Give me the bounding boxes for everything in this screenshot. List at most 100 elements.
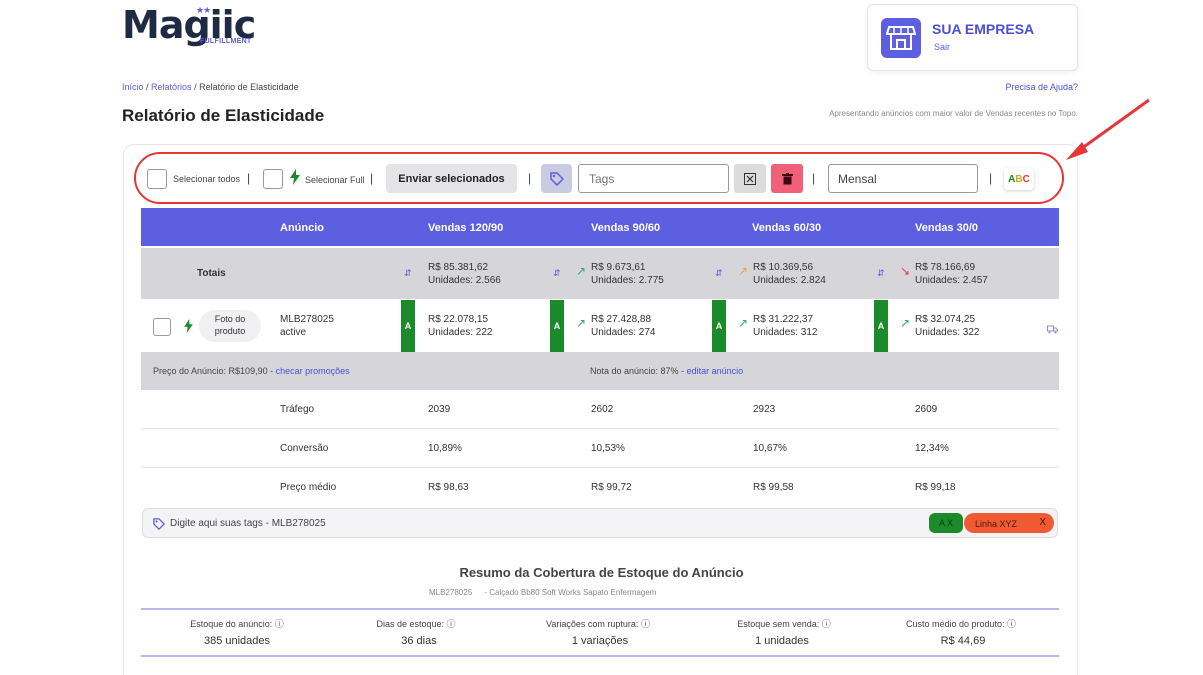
totals-units: Unidades: 2.457: [915, 275, 988, 286]
brand-name: Magiic: [122, 3, 256, 47]
send-selected-button[interactable]: Enviar selecionados: [386, 164, 517, 193]
grade-badge: A: [712, 300, 726, 352]
separator: |: [247, 171, 251, 185]
price-label: Preço do Anúncio: R$109,90 -: [153, 366, 276, 376]
product-info: MLB278025 active: [280, 313, 334, 339]
breadcrumb-sep: /: [191, 82, 200, 92]
check-promotions-link[interactable]: checar promoções: [275, 366, 350, 376]
summary-value: 36 dias: [401, 635, 437, 647]
header-anuncio[interactable]: Anúncio: [280, 222, 324, 234]
sort-icon[interactable]: ⇵: [404, 268, 412, 278]
totals-period-1: R$ 85.381,62 Unidades: 2.566: [428, 261, 501, 287]
header-vendas-60-30[interactable]: Vendas 60/30: [752, 222, 822, 234]
separator: |: [989, 171, 993, 185]
tag-chip-a[interactable]: A X: [929, 513, 963, 533]
summary-divider: [141, 655, 1059, 657]
tag-remove-button[interactable]: X: [1039, 517, 1046, 528]
totals-row: Totais ⇵ R$ 85.381,62 Unidades: 2.566 ⇵ …: [141, 248, 1059, 299]
product-period-3: R$ 31.222,37 Unidades: 312: [753, 313, 818, 339]
clear-icon[interactable]: [734, 164, 766, 193]
metric-value: R$ 98,63: [428, 482, 469, 493]
logout-link[interactable]: Sair: [934, 42, 951, 52]
totals-label: Totais: [197, 268, 226, 279]
metric-value: 2923: [753, 404, 776, 415]
metric-value: R$ 99,58: [753, 482, 794, 493]
trend-up-icon: ↗: [900, 316, 911, 330]
store-icon: [881, 18, 921, 58]
metric-value: 10,53%: [591, 443, 625, 454]
metric-row-preco-medio: Preço médio R$ 98,63 R$ 99,72 R$ 99,58 R…: [141, 468, 1059, 507]
brand-stars: ★★: [196, 5, 211, 15]
breadcrumb-sep: /: [143, 82, 152, 92]
sort-icon[interactable]: ⇵: [553, 268, 561, 278]
select-all-checkbox[interactable]: [147, 169, 167, 189]
product-sku[interactable]: MLB278025: [280, 314, 334, 325]
summary-label: Dias de estoque: ⓘ: [376, 619, 456, 629]
trend-up-icon: ↗: [738, 316, 749, 330]
metric-value: 10,89%: [428, 443, 462, 454]
summary-value: 1 unidades: [755, 635, 809, 647]
separator: |: [528, 171, 532, 185]
breadcrumb-home[interactable]: Início: [122, 82, 144, 92]
totals-period-3: R$ 10.369,56 Unidades: 2.824: [753, 261, 826, 287]
table-header: Anúncio Vendas 120/90 Vendas 90/60 Venda…: [141, 208, 1059, 246]
truck-icon[interactable]: [1047, 321, 1058, 339]
abc-a: A: [1008, 173, 1016, 185]
product-photo[interactable]: Foto do produto: [199, 310, 261, 342]
info-icon[interactable]: ⓘ: [821, 619, 831, 629]
summary-value: 1 variações: [571, 635, 629, 647]
tags-input[interactable]: [578, 164, 729, 193]
product-units: Unidades: 274: [591, 327, 656, 338]
grade-badge: A: [874, 300, 888, 352]
tag-chip-linha-xyz[interactable]: Linha XYZ X: [964, 513, 1054, 533]
trend-up-icon: ↗: [738, 264, 749, 278]
totals-period-2: R$ 9.673,61 Unidades: 2.775: [591, 261, 664, 287]
tag-icon: [153, 517, 166, 535]
info-icon[interactable]: ⓘ: [640, 619, 650, 629]
totals-amount: R$ 10.369,56: [753, 262, 814, 273]
period-select[interactable]: Mensal: [828, 164, 978, 193]
tags-bar-placeholder: Digite aqui suas tags - MLB278025: [170, 518, 326, 529]
header-vendas-30-0[interactable]: Vendas 30/0: [915, 222, 978, 234]
product-amount: R$ 31.222,37: [753, 314, 814, 325]
totals-amount: R$ 85.381,62: [428, 262, 489, 273]
page-title: Relatório de Elasticidade: [122, 106, 325, 125]
note-label: Nota do anúncio: 87% -: [590, 366, 687, 376]
metric-label: Conversão: [280, 443, 329, 454]
summary-product-name: - Calçado Bb80 Soft Works Sapato Enferma…: [484, 588, 657, 597]
sort-icon[interactable]: ⇵: [877, 268, 885, 278]
product-row: Foto do produto MLB278025 active A R$ 22…: [141, 300, 1059, 352]
lightning-icon: [184, 319, 193, 338]
totals-period-4: R$ 78.166,69 Unidades: 2.457: [915, 261, 988, 287]
abc-b: B: [1015, 173, 1023, 185]
tag-icon[interactable]: [541, 164, 572, 193]
trash-icon[interactable]: [771, 164, 803, 193]
toolbar-highlight: [134, 152, 1064, 204]
info-icon[interactable]: ⓘ: [274, 619, 284, 629]
product-amount: R$ 27.428,88: [591, 314, 652, 325]
photo-label-line1: Foto do: [214, 314, 246, 324]
header-vendas-120-90[interactable]: Vendas 120/90: [428, 222, 504, 234]
info-icon[interactable]: ⓘ: [1007, 619, 1017, 629]
sort-icon[interactable]: ⇵: [715, 268, 723, 278]
breadcrumb-reports[interactable]: Relatórios: [151, 82, 192, 92]
metric-row-conversao: Conversão 10,89% 10,53% 10,67% 12,34%: [141, 429, 1059, 468]
metric-label: Tráfego: [280, 404, 315, 415]
info-icon[interactable]: ⓘ: [446, 619, 456, 629]
photo-label-line2: produto: [214, 326, 246, 336]
brand-logo[interactable]: Magiic ★★ FULFILLMENT: [122, 3, 262, 48]
product-units: Unidades: 322: [915, 327, 980, 338]
product-period-2: R$ 27.428,88 Unidades: 274: [591, 313, 656, 339]
metric-value: 2039: [428, 404, 451, 415]
trend-down-icon: ↘: [900, 264, 911, 278]
header-vendas-90-60[interactable]: Vendas 90/60: [591, 222, 661, 234]
summary-label: Estoque do anúncio: ⓘ: [190, 619, 284, 629]
help-link[interactable]: Precisa de Ajuda?: [1005, 82, 1078, 92]
tags-entry-bar[interactable]: Digite aqui suas tags - MLB278025 A X Li…: [142, 508, 1058, 538]
product-units: Unidades: 312: [753, 327, 818, 338]
select-full-checkbox[interactable]: [263, 169, 283, 189]
product-checkbox[interactable]: [153, 318, 171, 336]
page-subtitle: Apresentando anúncios com maior valor de…: [829, 109, 1078, 118]
edit-listing-link[interactable]: editar anúncio: [686, 366, 744, 376]
